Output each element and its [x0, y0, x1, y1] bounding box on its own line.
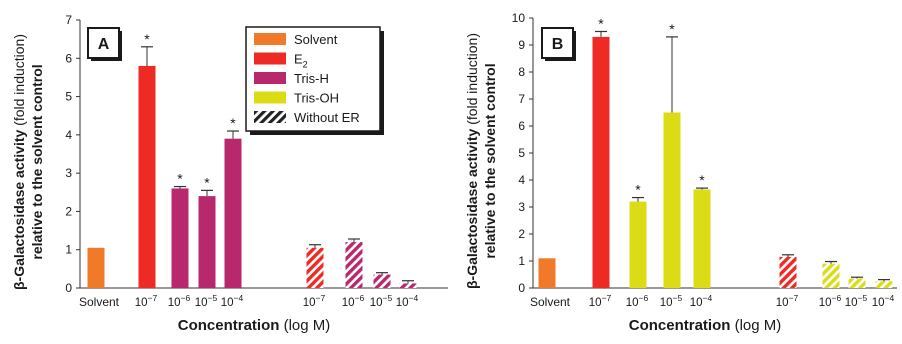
bar	[399, 283, 417, 288]
y-axis-title-line2: relative to the solvent control	[482, 63, 498, 258]
y-tick-label: 10	[512, 11, 526, 25]
legend-swatch	[254, 72, 286, 84]
y-axis-title-line2: relative to the solvent control	[29, 64, 45, 259]
y-tick-label: 1	[518, 254, 525, 268]
bar	[848, 278, 866, 288]
y-tick-label: 7	[65, 13, 72, 27]
x-tick-label: 10−5	[370, 293, 393, 309]
y-tick-label: 3	[65, 166, 72, 180]
y-axis-title: β-Galactosidase activity (fold induction…	[11, 34, 27, 290]
legend-swatch	[254, 52, 286, 65]
significance-star: *	[598, 16, 604, 32]
x-tick-label: 10−6	[342, 293, 365, 309]
panel-label-shadow	[91, 58, 122, 61]
panel-label: B	[552, 36, 564, 53]
significance-star: *	[177, 171, 183, 187]
y-tick-label: 6	[518, 119, 525, 133]
x-axis-title: Concentration (log M)	[629, 317, 782, 334]
y-tick-label: 2	[518, 227, 525, 241]
legend-swatch	[254, 91, 286, 104]
significance-star: *	[204, 174, 210, 190]
bar	[875, 281, 893, 288]
panel-label-shadow	[573, 31, 576, 61]
y-tick-label: 4	[518, 173, 525, 187]
x-tick-label: 10−7	[303, 293, 326, 309]
x-tick-label: 10−7	[135, 293, 158, 309]
y-tick-label: 5	[518, 146, 525, 160]
x-tick-label: 10−4	[872, 293, 895, 309]
panel-b: 0 1 2 3 4 5 6 7 8 9 10 B Solvent * 10−7 * 10−6 * 10−5 * 10−4…	[464, 11, 897, 334]
x-tick-label: 10−6	[168, 293, 191, 309]
x-tick-label: 10−6	[626, 293, 649, 309]
significance-star: *	[144, 31, 150, 47]
panel-label: A	[98, 36, 110, 53]
x-tick-label: 10−5	[660, 293, 683, 309]
x-tick-label: Solvent	[530, 295, 571, 309]
bar	[373, 274, 391, 288]
y-tick-label: 2	[65, 204, 72, 218]
y-tick-label: 3	[518, 200, 525, 214]
significance-star: *	[230, 115, 236, 131]
y-tick-label: 0	[65, 281, 72, 295]
bar	[629, 201, 647, 288]
x-tick-label: 10−7	[776, 293, 799, 309]
y-tick-label: 0	[518, 281, 525, 295]
bar	[224, 138, 242, 288]
bar	[87, 247, 105, 288]
x-tick-label: 10−4	[690, 293, 713, 309]
bar	[663, 112, 681, 288]
x-tick-label: Solvent	[79, 295, 120, 309]
y-tick-label: 6	[65, 51, 72, 65]
y-tick-label: 5	[65, 90, 72, 104]
bar	[693, 189, 711, 288]
panel-a: 0 1 2 3 4 5 6 7 A Solvent * 10−7 * 10−6 * 10−5 * 10−4 10−7…	[11, 13, 448, 334]
y-tick-label: 8	[518, 65, 525, 79]
x-tick-label: 10−4	[396, 293, 419, 309]
x-tick-label: 10−6	[819, 293, 842, 309]
panel-label-shadow	[545, 58, 576, 61]
bar	[171, 188, 189, 288]
panel-label-shadow	[119, 31, 122, 61]
significance-star: *	[635, 182, 641, 198]
x-axis-title: Concentration (log M)	[178, 317, 331, 334]
bar	[822, 263, 840, 288]
legend-label: Tris-H	[294, 71, 329, 86]
legend-swatch	[254, 33, 286, 45]
x-tick-label: 10−4	[221, 293, 244, 309]
y-tick-label: 7	[518, 92, 525, 106]
legend-label: Tris-OH	[294, 91, 339, 106]
legend-label: Solvent	[294, 32, 338, 47]
legend-label: Without ER	[294, 110, 360, 125]
x-tick-label: 10−5	[195, 293, 218, 309]
y-axis-title: β-Galactosidase activity (fold induction…	[464, 33, 480, 289]
bar	[779, 256, 797, 288]
bar	[198, 196, 216, 288]
x-tick-label: 10−7	[589, 293, 612, 309]
bar	[592, 36, 610, 289]
y-tick-label: 1	[65, 243, 72, 257]
bar	[306, 247, 324, 288]
significance-star: *	[669, 21, 675, 37]
bar	[138, 65, 156, 288]
y-tick-label: 4	[65, 128, 72, 142]
y-tick-label: 9	[518, 38, 525, 52]
bar	[538, 258, 556, 288]
bar	[345, 242, 363, 288]
x-tick-label: 10−5	[845, 293, 868, 309]
significance-star: *	[699, 172, 705, 188]
legend-swatch	[254, 111, 286, 123]
